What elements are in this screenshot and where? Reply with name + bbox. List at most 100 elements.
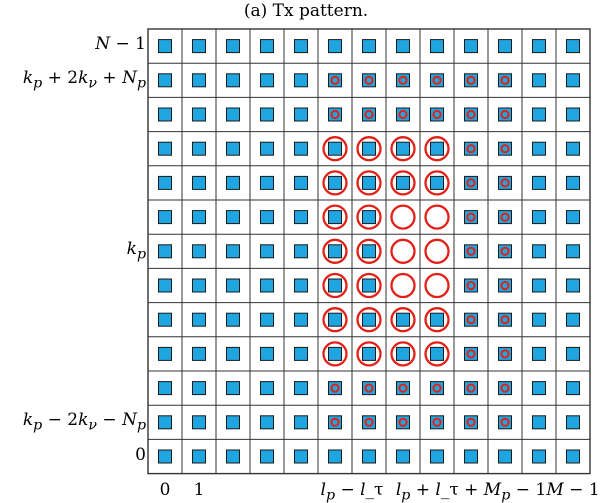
pilot-square [532, 39, 546, 54]
pilot-square [158, 449, 172, 464]
pilot-square [532, 278, 546, 293]
pilot-square [226, 346, 240, 361]
pilot-square [566, 449, 580, 464]
guard-circle [322, 204, 348, 230]
pilot-square [158, 175, 172, 190]
guard-circle [390, 307, 416, 333]
data-circle [466, 246, 476, 256]
row-label: kp [126, 239, 146, 263]
pilot-square [566, 346, 580, 361]
data-circle [500, 280, 510, 291]
pilot-square [226, 73, 240, 88]
pilot-square [532, 381, 546, 396]
data-circle [466, 383, 476, 393]
pilot-square [158, 39, 172, 54]
data-circle [330, 383, 340, 393]
pilot-square [192, 244, 206, 259]
pilot-square [430, 141, 444, 156]
guard-circle [390, 272, 416, 299]
pilot-square [158, 107, 172, 122]
pilot-square [260, 210, 274, 225]
pilot-square [532, 107, 546, 122]
pilot-square [328, 312, 342, 327]
pilot-square [498, 449, 512, 464]
data-circle [500, 212, 510, 222]
data-circle [364, 417, 374, 427]
column-label: lp + l_τ + Mp − 1 [395, 479, 547, 503]
column-label: 1 [193, 479, 205, 500]
pilot-square [464, 39, 478, 54]
data-circle [466, 280, 476, 291]
guard-circle [322, 238, 348, 264]
pilot-square [294, 210, 308, 225]
pilot-square [430, 346, 444, 361]
data-circle [466, 109, 476, 120]
pilot-square [430, 312, 444, 327]
pilot-square [226, 210, 240, 225]
pilot-square [396, 449, 410, 464]
pilot-square [328, 39, 342, 54]
data-circle [432, 383, 442, 393]
pilot-square [158, 210, 172, 225]
data-circle [398, 75, 408, 85]
data-circle [500, 417, 510, 427]
pilot-square [192, 107, 206, 122]
pilot-square [532, 210, 546, 225]
pilot-square [566, 210, 580, 225]
pilot-square [498, 39, 512, 54]
guard-circle [424, 307, 450, 333]
pilot-square [294, 346, 308, 361]
pilot-square [158, 73, 172, 88]
pilot-square [396, 175, 410, 190]
pilot-square [532, 312, 546, 327]
guard-circle [390, 136, 416, 162]
guard-circle [356, 238, 382, 264]
pilot-square [260, 381, 274, 396]
data-circle [398, 417, 408, 427]
pilot-square [566, 107, 580, 122]
guard-circle [322, 136, 348, 162]
pilot-square [362, 278, 376, 293]
pilot-square [260, 244, 274, 259]
guard-circle [424, 204, 450, 230]
pilot-square [430, 449, 444, 464]
pilot-square [260, 278, 274, 293]
pilot-square [362, 141, 376, 156]
data-circle [364, 75, 374, 85]
pilot-square [328, 278, 342, 293]
pilot-square [226, 415, 240, 430]
pilot-square [260, 312, 274, 327]
data-circle [500, 75, 510, 85]
column-label: 0 [159, 479, 171, 500]
guard-circle [322, 341, 348, 367]
column-label: lp − l_τ [320, 479, 384, 503]
pilot-square [566, 415, 580, 430]
guard-circle [424, 170, 450, 196]
guard-circle [390, 341, 416, 367]
guard-circle [356, 272, 382, 299]
pilot-square [294, 141, 308, 156]
guard-circle [322, 272, 348, 299]
pilot-square [532, 73, 546, 88]
guard-circle [390, 204, 416, 230]
pilot-square [362, 449, 376, 464]
pilot-square [328, 141, 342, 156]
pilot-square [396, 312, 410, 327]
pilot-square [566, 73, 580, 88]
data-circle [330, 109, 340, 120]
data-circle [500, 178, 510, 188]
pilot-square [396, 141, 410, 156]
pilot-square [430, 175, 444, 190]
data-circle [330, 75, 340, 85]
pilot-square [260, 73, 274, 88]
guard-circle [390, 238, 416, 264]
data-circle [432, 417, 442, 427]
data-circle [500, 109, 510, 120]
pilot-square [158, 278, 172, 293]
grid-border [147, 28, 591, 475]
pilot-square [192, 39, 206, 54]
pilot-square [192, 175, 206, 190]
data-circle [432, 109, 442, 120]
pilot-square [226, 244, 240, 259]
pilot-square [566, 381, 580, 396]
